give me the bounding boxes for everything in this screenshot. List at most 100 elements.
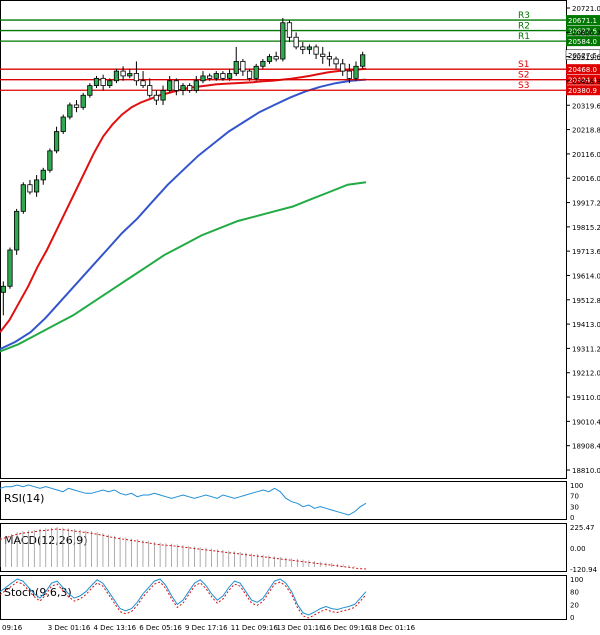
price-tick-label: 20116.0: [572, 151, 600, 159]
candle-up: [20, 184, 26, 212]
time-tick-label: 4 Dec 13:16: [94, 624, 137, 632]
indicator-tick-label: 100: [570, 482, 583, 490]
price-tick-label: 20519.6: [572, 54, 600, 62]
level-value-tag: [566, 64, 600, 75]
candle-down: [346, 70, 352, 79]
candle-up: [80, 94, 86, 108]
candle-up: [167, 80, 173, 91]
candle-up: [353, 65, 359, 79]
candle-up: [34, 179, 40, 193]
indicator-tick-label: 0: [570, 514, 574, 522]
candle-up: [7, 249, 13, 287]
level-value-tag: [566, 15, 600, 26]
level-value-label: 20380.9: [568, 87, 597, 95]
indicator-tick-label: 100: [570, 576, 583, 584]
indicator-name: RSI(14): [4, 492, 44, 505]
candle-up: [87, 85, 93, 96]
candle-down: [147, 85, 153, 96]
macd-signal-line: [0, 528, 367, 570]
candle-up: [200, 75, 206, 82]
price-tick-label: 19713.6: [572, 248, 600, 256]
candle-down: [246, 70, 253, 79]
candle-up: [107, 80, 113, 87]
time-tick-label: 16 Dec 09:16: [322, 624, 370, 632]
time-tick-label: 3 Dec 01:16: [48, 624, 91, 632]
level-value-tag: [566, 25, 600, 36]
candle-down: [27, 184, 33, 193]
time-tick-label: 18 Dec 01:16: [368, 624, 416, 632]
candle-up: [360, 54, 366, 67]
candle-up: [113, 70, 120, 82]
time-tick-label: 11 Dec 09:16: [231, 624, 279, 632]
level-value-tag: [566, 85, 600, 96]
indicator-panel-frame: [0, 523, 567, 572]
indicator-tick-label: -120.94: [570, 566, 598, 574]
candle-up: [127, 73, 133, 77]
candle-up: [40, 169, 46, 181]
candle-down: [173, 80, 179, 91]
level-value-label: 20468.0: [568, 66, 597, 74]
candle-up: [213, 73, 219, 79]
indicator-panels: RSI(14)10070300MACD(12,26,9)225.470.00-1…: [0, 481, 598, 622]
price-tick-label: 19212.0: [572, 370, 600, 378]
price-tick-label: 20319.6: [572, 102, 600, 110]
indicator-tick-label: 20: [570, 601, 579, 609]
candle-down: [313, 46, 319, 55]
level-value-tag: [566, 74, 600, 85]
level-value-label: 20627.6: [568, 28, 597, 36]
time-tick-label: 09:16: [2, 624, 23, 632]
candle-down: [73, 104, 80, 108]
candle-down: [187, 85, 193, 91]
indicator-line: [0, 484, 367, 516]
time-tick-label: 6 Dec 05:16: [139, 624, 182, 632]
candle-down: [207, 75, 213, 79]
level-name-s1: S1: [518, 60, 529, 70]
price-tick-label: 19512.8: [572, 297, 600, 305]
stoch-signal-line: [0, 581, 367, 619]
price-tick-label: 19614.0: [572, 272, 600, 280]
candle-down: [340, 63, 346, 72]
level-value-label: 20671.1: [568, 17, 597, 25]
indicator-line: [0, 578, 367, 616]
level-name-r1: R1: [518, 32, 530, 42]
candle-down: [326, 56, 333, 60]
indicator-tick-label: 80: [570, 589, 579, 597]
level-name-s2: S2: [518, 71, 529, 81]
candle-down: [286, 22, 293, 38]
price-tick-label: 19010.4: [572, 418, 600, 426]
candle-up: [280, 22, 286, 60]
candle-up: [266, 56, 273, 62]
candle-up: [53, 131, 60, 152]
price-tick-label: 20218.8: [572, 127, 600, 135]
candle-up: [93, 77, 100, 87]
support-resistance-levels: R3 20671.1 R2 20627.6 R1 20584.0 S1 20468.0 S2 20…: [0, 11, 600, 96]
candle-up: [160, 90, 166, 101]
price-tick-label: 19413.0: [572, 321, 600, 329]
indicator-name: Stoch(9,6,3): [4, 586, 72, 599]
level-name-r2: R2: [518, 22, 530, 32]
price-tick-label: 20620.2: [572, 29, 600, 37]
candle-down: [220, 73, 226, 79]
time-tick-label: 9 Dec 17:16: [185, 624, 228, 632]
candle-up: [180, 85, 186, 91]
level-value-label: 20424.4: [568, 77, 597, 85]
price-tick-label: 19917.2: [572, 200, 600, 208]
candle-down: [140, 80, 146, 87]
current-price-tag: [565, 49, 600, 61]
candlesticks: [0, 17, 366, 316]
candle-down: [293, 36, 299, 48]
price-tick-label: 18908.4: [572, 443, 600, 451]
indicator-tick-label: 225.47: [570, 524, 595, 532]
level-name-s3: S3: [518, 81, 529, 91]
time-tick-label: 13 Dec 01:16: [277, 624, 325, 632]
level-value-label: 20584.0: [568, 38, 597, 46]
price-tick-label: 20721.0: [572, 5, 600, 13]
indicator-tick-label: 30: [570, 503, 579, 511]
indicator-tick-label: 70: [570, 493, 579, 501]
indicator-tick-label: 0.00: [570, 545, 586, 553]
level-name-r3: R3: [518, 11, 530, 21]
grid: [0, 0, 567, 479]
candle-up: [14, 210, 20, 251]
candle-down: [300, 46, 306, 50]
